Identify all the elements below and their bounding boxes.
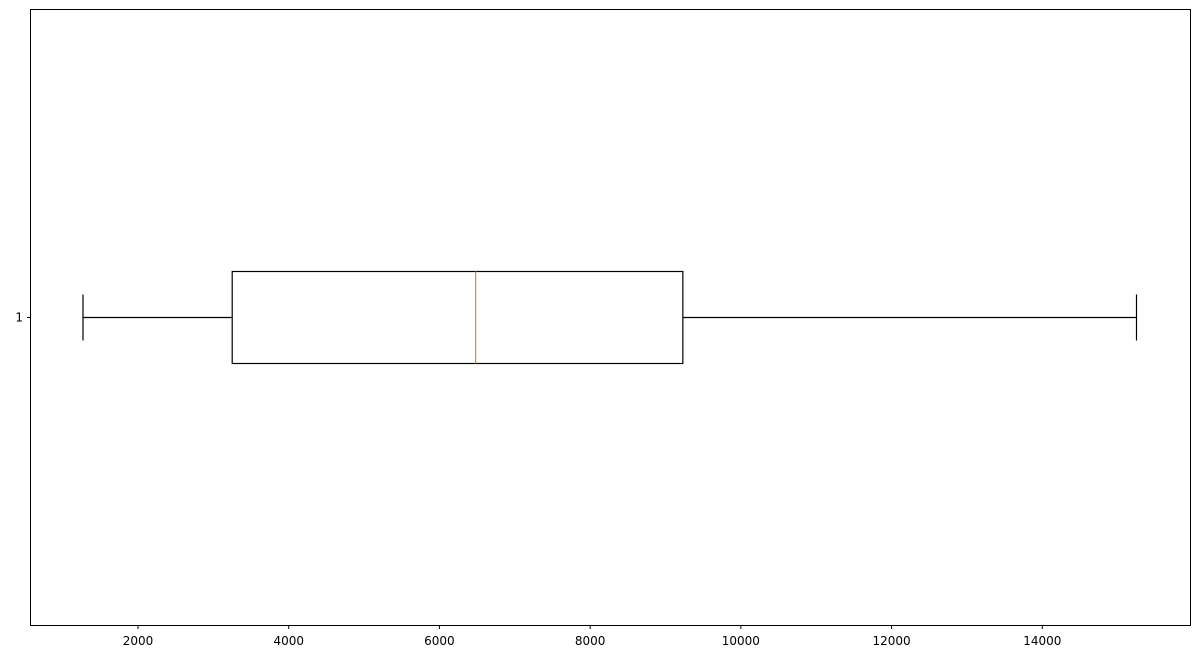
y-tick-label: 1 [15, 311, 23, 325]
x-tick-label: 8000 [575, 634, 606, 648]
plot-content [82, 270, 1138, 365]
x-axis: 2000 4000 6000 8000 10000 12000 14000 [123, 625, 1061, 648]
x-tick-label: 14000 [1023, 634, 1061, 648]
x-tick-label: 2000 [123, 634, 154, 648]
y-axis: 1 [15, 311, 31, 325]
box-group [82, 270, 1138, 365]
x-tick-label: 6000 [424, 634, 455, 648]
iqr-box [231, 270, 684, 365]
x-tick-label: 12000 [872, 634, 910, 648]
x-tick-label: 4000 [273, 634, 304, 648]
x-tick-label: 10000 [722, 634, 760, 648]
